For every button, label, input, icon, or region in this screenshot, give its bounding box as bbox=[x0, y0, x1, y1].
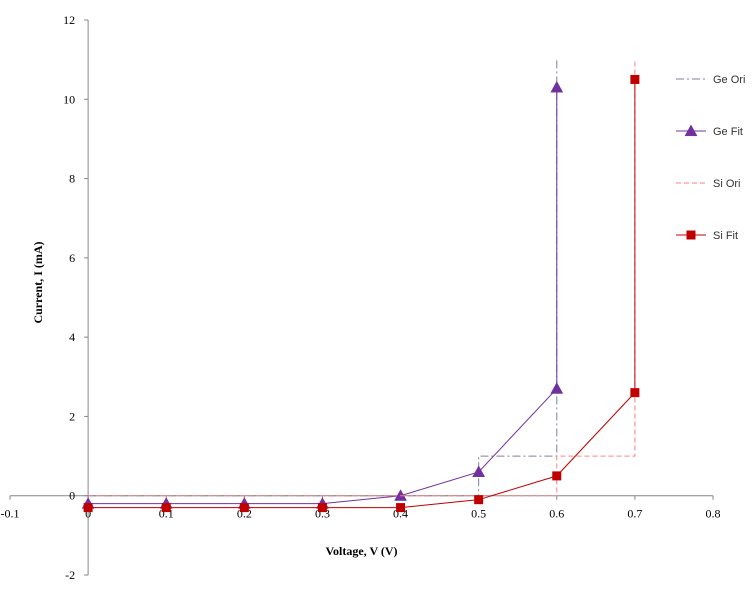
series-si-ori bbox=[88, 59, 636, 497]
legend-label: Si Fit bbox=[713, 230, 738, 242]
x-tick-label: 0.5 bbox=[471, 507, 486, 521]
x-axis-title: Voltage, V (V) bbox=[325, 544, 397, 558]
square-marker bbox=[630, 74, 640, 84]
y-tick-label: -2 bbox=[65, 568, 75, 582]
triangle-marker bbox=[550, 382, 564, 394]
square-marker bbox=[396, 503, 406, 513]
x-tick-label: 0.7 bbox=[627, 507, 642, 521]
y-tick-label: 0 bbox=[69, 489, 75, 503]
legend-item-ge-ori: Ge Ori bbox=[676, 74, 745, 86]
triangle-marker bbox=[550, 80, 564, 93]
legend-label: Ge Fit bbox=[713, 126, 743, 138]
square-marker bbox=[83, 503, 93, 513]
square-marker bbox=[686, 230, 696, 240]
square-marker bbox=[317, 503, 327, 513]
square-marker bbox=[630, 388, 640, 398]
legend-label: Ge Ori bbox=[713, 74, 745, 86]
legend-item-ge-fit: Ge Fit bbox=[676, 124, 743, 138]
series-line bbox=[88, 79, 636, 509]
legend-label: Si Ori bbox=[713, 178, 741, 190]
y-axis-title: Current, I (mA) bbox=[31, 241, 45, 323]
x-tick-label: 0 bbox=[85, 507, 91, 521]
y-tick-label: 6 bbox=[69, 251, 75, 265]
y-tick-label: 8 bbox=[69, 172, 75, 186]
series-si-fit bbox=[83, 74, 640, 513]
series-line bbox=[88, 87, 558, 505]
legend: Ge Ori Ge Fit Si Ori Si Fit bbox=[676, 74, 745, 242]
series-ge-fit bbox=[81, 80, 564, 509]
series-ge-ori bbox=[88, 59, 558, 497]
square-marker bbox=[161, 503, 171, 513]
legend-item-si-ori: Si Ori bbox=[676, 178, 741, 190]
x-tick-label: 0.8 bbox=[706, 507, 721, 521]
triangle-marker bbox=[394, 489, 407, 501]
y-tick-label: 12 bbox=[63, 13, 75, 27]
y-tick-label: 10 bbox=[63, 92, 75, 106]
legend-item-si-fit: Si Fit bbox=[676, 230, 738, 242]
series-line bbox=[88, 59, 636, 497]
series-layer bbox=[81, 59, 640, 513]
y-tick-label: 2 bbox=[69, 409, 75, 423]
triangle-marker bbox=[472, 465, 486, 477]
square-marker bbox=[552, 471, 562, 481]
square-marker bbox=[239, 503, 249, 513]
y-tick-label: 4 bbox=[69, 330, 75, 344]
series-line bbox=[88, 59, 558, 497]
triangle-marker bbox=[684, 124, 698, 137]
square-marker bbox=[474, 495, 484, 505]
x-tick-label: 0.6 bbox=[549, 507, 564, 521]
x-tick-label: -0.1 bbox=[1, 507, 20, 521]
